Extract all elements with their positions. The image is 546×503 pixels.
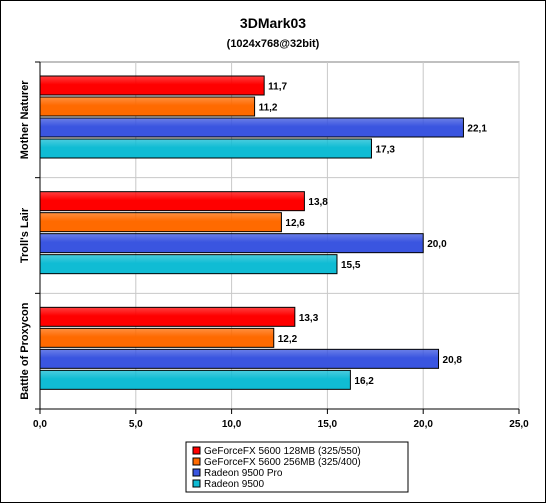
bar-value-label: 13,3: [299, 313, 319, 324]
x-tick-label: 15,0: [318, 419, 338, 430]
bar-value-label: 11,2: [259, 103, 278, 114]
legend-swatch: [192, 479, 201, 488]
x-tick-label: 20,0: [413, 419, 433, 430]
x-tick-label: 5,0: [129, 419, 143, 430]
bar-value-label: 13,8: [308, 197, 328, 208]
bar: [39, 117, 464, 138]
bar: [39, 348, 440, 369]
category-label: Mother Naturer: [19, 80, 31, 160]
plot-area: 0,0 5,0 10,0 15,0 20,0 25,0 Mother Naturer 11,7…: [19, 61, 529, 430]
bar-value-label: 20,0: [427, 239, 447, 250]
legend-label: GeForceFX 5600 256MB (325/400): [204, 457, 361, 468]
legend-swatch: [192, 457, 201, 466]
x-tick-label: 0,0: [33, 419, 47, 430]
category-label: Battle of Proxycon: [19, 302, 31, 399]
legend-label: Radeon 9500 Pro: [204, 468, 283, 479]
bar-value-label: 17,3: [375, 145, 395, 156]
legend: GeForceFX 5600 128MB (325/550)GeForceFX …: [185, 441, 409, 493]
bar-value-label: 15,5: [341, 260, 361, 271]
legend-label: Radeon 9500: [204, 479, 264, 490]
x-tick-label: 25,0: [509, 419, 529, 430]
bar: [39, 369, 351, 390]
bar: [39, 233, 424, 254]
chart-subtitle: (1024x768@32bit): [227, 38, 320, 50]
bar: [39, 96, 256, 117]
bar: [39, 75, 265, 96]
bar-value-label: 20,8: [443, 355, 463, 366]
legend-label: GeForceFX 5600 128MB (325/550): [204, 446, 361, 457]
chart-title: 3DMark03: [240, 15, 306, 31]
bar-value-label: 12,2: [278, 334, 298, 345]
bar: [39, 191, 305, 212]
legend-box: [185, 441, 409, 493]
bar-value-label: 16,2: [354, 376, 374, 387]
bar-value-label: 22,1: [467, 124, 487, 135]
bar: [39, 212, 282, 233]
bar: [39, 254, 338, 275]
legend-swatch: [192, 446, 201, 455]
x-tick-label: 10,0: [222, 419, 242, 430]
bar: [39, 306, 296, 327]
bar: [39, 327, 275, 348]
legend-swatch: [192, 468, 201, 477]
bar-value-label: 12,6: [285, 218, 305, 229]
bar-value-label: 11,7: [268, 82, 287, 93]
category-label: Troll's Lair: [19, 207, 31, 263]
bar: [39, 138, 372, 159]
